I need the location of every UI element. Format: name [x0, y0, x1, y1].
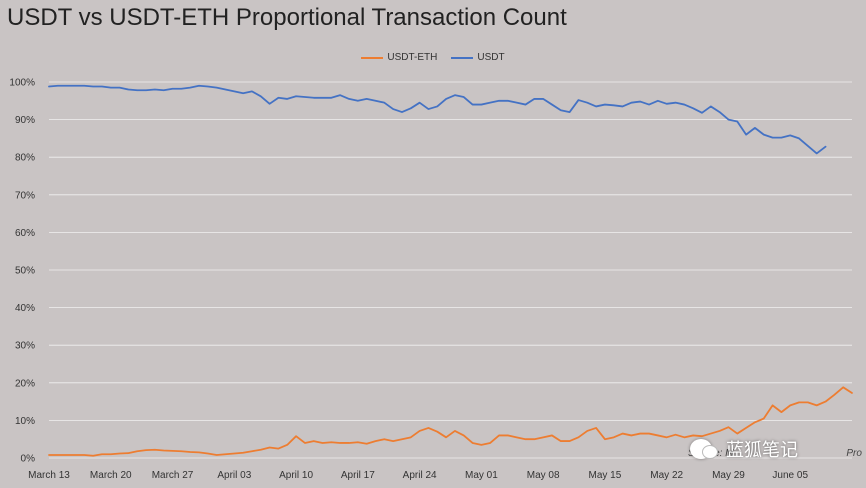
legend-label-usdt-eth: USDT-ETH — [387, 52, 438, 63]
x-tick-label: March 13 — [28, 470, 70, 481]
legend-label-usdt: USDT — [477, 52, 505, 63]
y-tick-label: 40% — [15, 303, 35, 314]
x-tick-label: April 03 — [217, 470, 251, 481]
y-tick-label: 0% — [21, 454, 36, 465]
y-tick-label: 100% — [9, 78, 35, 89]
x-tick-label: May 01 — [465, 470, 498, 481]
legend-item-usdt: USDT — [451, 52, 505, 63]
x-tick-label: April 17 — [341, 470, 375, 481]
x-tick-label: April 24 — [403, 470, 437, 481]
x-tick-label: May 22 — [650, 470, 683, 481]
x-tick-label: May 08 — [527, 470, 560, 481]
chart-title: USDT vs USDT-ETH Proportional Transactio… — [7, 4, 567, 31]
y-tick-label: 30% — [15, 341, 35, 352]
y-tick-label: 70% — [15, 190, 35, 201]
y-tick-label: 50% — [15, 266, 35, 277]
y-tick-label: 20% — [15, 378, 35, 389]
x-tick-label: March 27 — [152, 470, 194, 481]
y-tick-label: 60% — [15, 228, 35, 239]
series-line-usdt-eth — [48, 386, 853, 457]
chart-legend: USDT-ETH USDT — [0, 52, 866, 63]
x-tick-label: May 15 — [589, 470, 622, 481]
y-tick-label: 80% — [15, 153, 35, 164]
source-suffix: Pro — [846, 448, 862, 459]
y-tick-label: 90% — [15, 115, 35, 126]
legend-item-usdt-eth: USDT-ETH — [361, 52, 437, 63]
y-tick-label: 10% — [15, 416, 35, 427]
x-tick-label: April 10 — [279, 470, 313, 481]
legend-swatch-usdt — [451, 56, 474, 59]
x-tick-label: June 05 — [772, 470, 808, 481]
watermark-text: 蓝狐笔记 — [726, 440, 798, 460]
x-tick-label: March 20 — [90, 470, 132, 481]
wechat-icon — [690, 439, 718, 459]
legend-swatch-usdt-eth — [361, 56, 384, 59]
x-tick-label: May 29 — [712, 470, 745, 481]
watermark: 蓝狐笔记 — [690, 436, 798, 462]
series-line-usdt — [48, 84, 827, 155]
